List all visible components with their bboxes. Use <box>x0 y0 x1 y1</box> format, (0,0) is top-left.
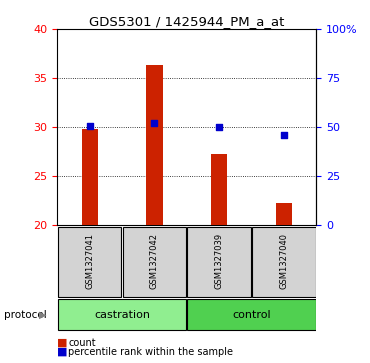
Bar <box>188 299 316 330</box>
Bar <box>58 299 186 330</box>
Bar <box>252 227 316 297</box>
Bar <box>276 203 292 225</box>
Text: count: count <box>68 338 96 348</box>
Text: ▶: ▶ <box>39 310 46 320</box>
Title: GDS5301 / 1425944_PM_a_at: GDS5301 / 1425944_PM_a_at <box>89 15 285 28</box>
Text: percentile rank within the sample: percentile rank within the sample <box>68 347 233 357</box>
Point <box>281 132 287 138</box>
Text: GSM1327041: GSM1327041 <box>85 233 94 289</box>
Text: protocol: protocol <box>4 310 47 320</box>
Bar <box>188 227 251 297</box>
Text: ■: ■ <box>57 338 68 348</box>
Text: castration: castration <box>94 310 150 320</box>
Text: ■: ■ <box>57 347 68 357</box>
Bar <box>211 154 227 225</box>
Bar <box>123 227 186 297</box>
Bar <box>147 65 162 225</box>
Point <box>216 125 222 130</box>
Text: GSM1327042: GSM1327042 <box>150 233 159 289</box>
Bar <box>58 227 121 297</box>
Bar <box>82 129 98 225</box>
Text: GSM1327040: GSM1327040 <box>279 233 289 289</box>
Text: control: control <box>232 310 271 320</box>
Point <box>151 120 157 126</box>
Text: GSM1327039: GSM1327039 <box>215 233 224 289</box>
Point <box>87 123 92 129</box>
